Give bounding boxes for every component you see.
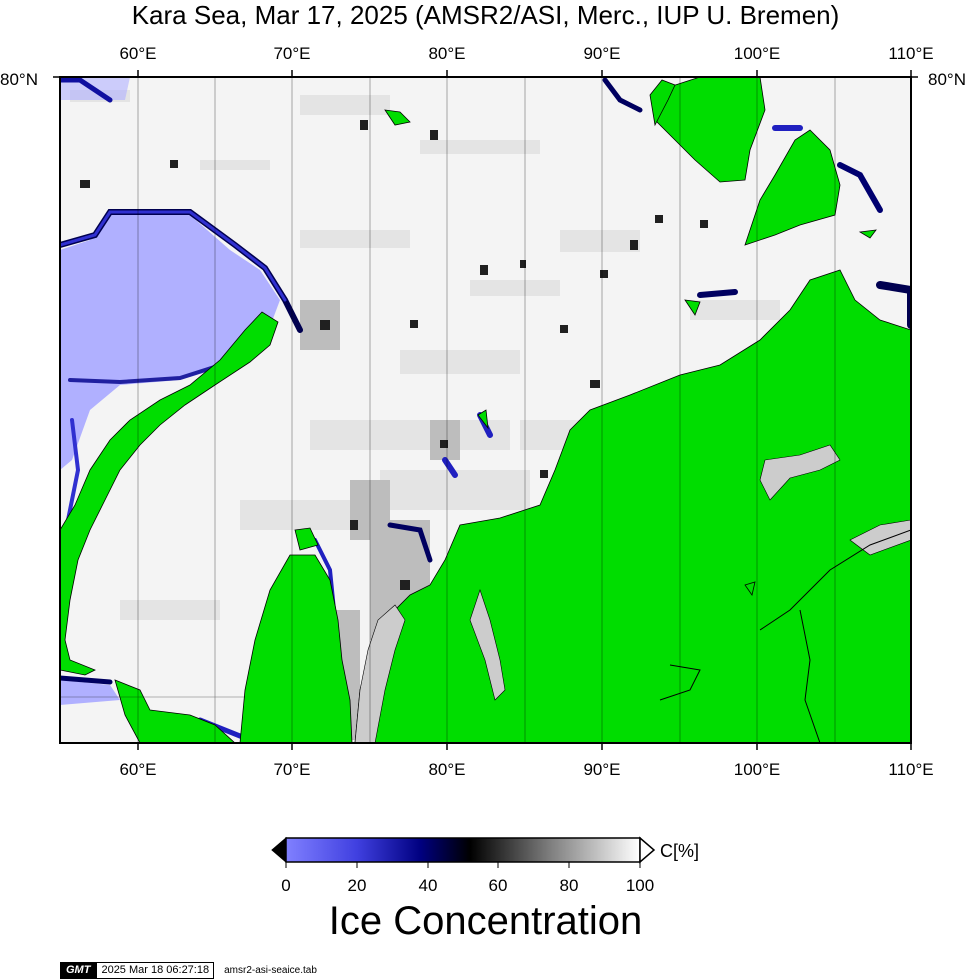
colorbar-ticks <box>285 862 641 868</box>
lon-label-top-80: 80°E <box>428 44 466 63</box>
bay-taymyr <box>759 444 841 501</box>
colorbar-tick-20: 20 <box>347 876 367 895</box>
lon-label-bottom-90: 90°E <box>583 760 621 779</box>
land-island-small <box>384 109 411 126</box>
land-belyy-island <box>294 527 319 551</box>
land-island-small-3 <box>858 229 877 239</box>
colorbar-tick-60: 60 <box>488 876 508 895</box>
frame-ticks <box>53 70 918 750</box>
lon-label-top-70: 70°E <box>273 44 311 63</box>
bays <box>354 444 911 743</box>
open-water-west <box>60 680 120 705</box>
land-island-small-5 <box>744 581 756 596</box>
lon-label-top-100: 100°E <box>733 44 781 63</box>
land-taymyr-mainland <box>354 269 911 743</box>
land <box>60 77 911 743</box>
footer-filename: amsr2-asi-seaice.tab <box>224 964 317 976</box>
bay-east <box>849 519 911 556</box>
colorbar <box>271 836 656 868</box>
lon-label-bottom-80: 80°E <box>428 760 466 779</box>
map-frame <box>59 76 912 744</box>
land-severnaya-zemlya-1 <box>654 77 766 183</box>
lon-label-top-90: 90°E <box>583 44 621 63</box>
colorbar-title: Ice Concentration <box>328 899 643 943</box>
ice-speckles <box>80 120 708 590</box>
bay-ob-gulf <box>354 604 406 743</box>
lon-label-bottom-60: 60°E <box>119 760 157 779</box>
colorbar-tick-80: 80 <box>559 876 579 895</box>
land-novaya-zemlya <box>60 311 279 676</box>
lon-label-top-110: 110°E <box>888 44 934 63</box>
land-yamal <box>239 554 353 743</box>
lat-label-right-80: 80°N <box>928 70 966 89</box>
colorbar-unit: C[%] <box>660 841 700 861</box>
ice-texture <box>70 90 780 620</box>
colorbar-tick-100: 100 <box>625 876 655 895</box>
colorbar-tick-40: 40 <box>418 876 438 895</box>
land-severnaya-zemlya-3 <box>649 79 676 127</box>
lat-label-left-80: 80°N <box>0 70 38 89</box>
bay-yenisei-gulf <box>469 589 506 701</box>
map-title: Kara Sea, Mar 17, 2025 (AMSR2/ASI, Merc.… <box>131 0 840 30</box>
meridian-grid <box>60 77 836 743</box>
lon-label-bottom-100: 100°E <box>733 760 781 779</box>
open-water-barents <box>60 215 280 470</box>
colorbar-right-arrow <box>639 836 656 864</box>
lon-label-bottom-110: 110°E <box>888 760 934 779</box>
colorbar-left-arrow <box>271 836 287 864</box>
colorbar-bar <box>285 837 641 863</box>
rivers <box>659 529 911 743</box>
land-island-small-2 <box>684 299 701 316</box>
land-severnaya-zemlya-2 <box>744 129 841 246</box>
land-island-small-4 <box>477 409 489 430</box>
lon-label-top-60: 60°E <box>119 44 157 63</box>
gmt-logo: GMT <box>60 961 97 979</box>
footer: GMT 2025 Mar 18 06:27:18 amsr2-asi-seaic… <box>60 961 317 979</box>
footer-timestamp: 2025 Mar 18 06:27:18 <box>96 961 215 979</box>
colorbar-tick-0: 0 <box>281 876 291 895</box>
lon-label-bottom-70: 70°E <box>273 760 311 779</box>
